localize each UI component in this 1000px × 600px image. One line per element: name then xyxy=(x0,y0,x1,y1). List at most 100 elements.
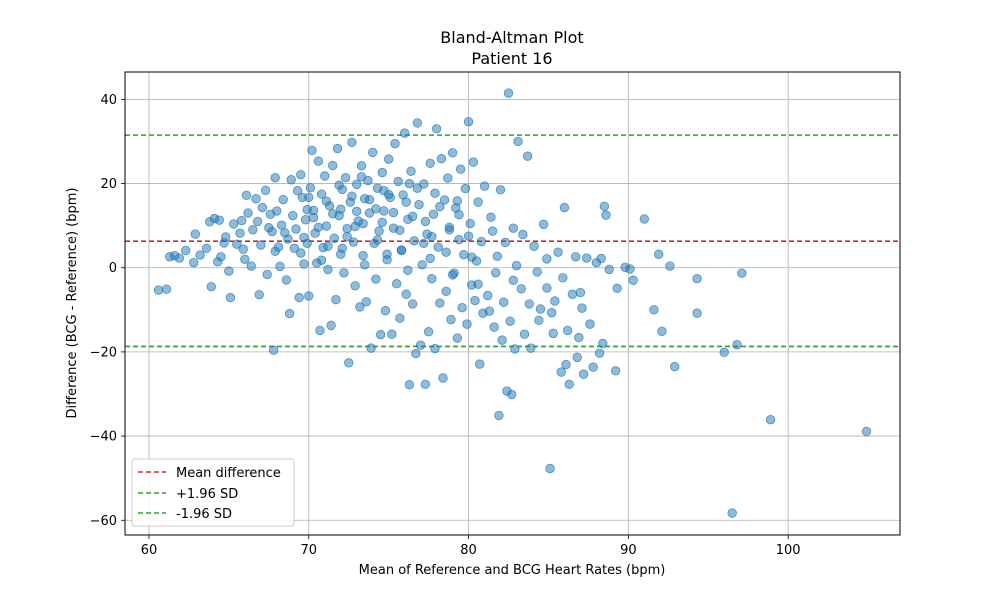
data-point xyxy=(395,313,405,323)
data-point xyxy=(352,206,362,217)
data-point xyxy=(564,379,574,390)
y-axis-label: Difference (BCG - Reference) (bpm) xyxy=(65,188,80,419)
y-tick-label: 40 xyxy=(100,93,117,108)
data-point xyxy=(483,290,493,301)
data-point xyxy=(344,358,354,368)
data-point xyxy=(612,283,622,294)
data-point xyxy=(435,298,445,308)
x-tick-label: 90 xyxy=(620,543,637,558)
data-point xyxy=(270,172,280,183)
data-point xyxy=(256,240,266,250)
data-point xyxy=(329,233,340,243)
data-point xyxy=(276,220,287,230)
data-point xyxy=(428,209,439,219)
data-point xyxy=(387,329,397,339)
data-point xyxy=(308,212,319,223)
data-point xyxy=(359,260,370,270)
data-point xyxy=(328,160,338,171)
data-point xyxy=(313,222,324,233)
data-point xyxy=(316,189,327,199)
data-point xyxy=(572,352,582,363)
data-point xyxy=(513,136,523,147)
data-point xyxy=(292,185,303,196)
data-point xyxy=(315,325,325,336)
data-point xyxy=(288,210,298,221)
data-point xyxy=(548,328,558,339)
data-point xyxy=(692,308,702,318)
data-point xyxy=(765,414,776,425)
data-point xyxy=(625,264,635,274)
data-point xyxy=(379,185,389,196)
data-point xyxy=(427,273,437,284)
data-point xyxy=(470,295,480,306)
data-point xyxy=(340,172,351,183)
legend-frame xyxy=(131,458,295,527)
data-point xyxy=(406,166,416,177)
data-point xyxy=(201,243,212,254)
data-point xyxy=(326,320,336,331)
data-point xyxy=(417,260,427,270)
data-point xyxy=(535,304,546,314)
data-point xyxy=(861,426,872,437)
data-point xyxy=(235,228,245,238)
data-point xyxy=(356,172,367,182)
data-point xyxy=(438,373,448,383)
data-point xyxy=(532,267,542,277)
data-point xyxy=(546,308,557,318)
data-point xyxy=(427,231,437,242)
data-point xyxy=(248,225,258,235)
legend-label-upper-limit: +1.96 SD xyxy=(176,487,238,502)
data-point xyxy=(225,292,236,303)
data-point xyxy=(302,204,312,215)
data-point xyxy=(425,158,435,169)
data-point xyxy=(430,188,440,198)
data-point xyxy=(433,242,443,252)
data-point xyxy=(284,308,295,319)
data-point xyxy=(457,303,467,313)
data-point xyxy=(577,303,587,313)
data-point xyxy=(441,286,451,296)
data-point xyxy=(399,128,410,138)
data-point xyxy=(486,212,496,222)
data-point xyxy=(328,209,338,219)
data-point xyxy=(391,279,402,289)
y-tick-label: 0 xyxy=(109,261,117,276)
data-point xyxy=(383,154,394,164)
data-point xyxy=(669,361,680,372)
data-point xyxy=(463,116,474,127)
data-point xyxy=(364,194,375,205)
data-point xyxy=(289,243,300,254)
data-point xyxy=(252,216,263,227)
data-point xyxy=(473,279,483,289)
data-point xyxy=(665,261,675,271)
data-point xyxy=(299,232,309,243)
data-point xyxy=(350,281,360,291)
data-point xyxy=(206,281,216,292)
data-point xyxy=(262,269,272,280)
data-point xyxy=(492,251,503,262)
data-point xyxy=(550,296,560,306)
data-point xyxy=(404,178,415,189)
data-point xyxy=(518,229,528,240)
data-point xyxy=(407,211,418,222)
data-point xyxy=(567,289,578,299)
data-point xyxy=(500,237,511,248)
data-point xyxy=(278,194,288,205)
data-point xyxy=(382,249,392,259)
data-point xyxy=(272,206,282,216)
data-point xyxy=(361,297,371,307)
data-point xyxy=(393,176,403,187)
data-point xyxy=(286,175,296,185)
data-point xyxy=(508,223,518,233)
data-point xyxy=(446,314,456,325)
data-point xyxy=(452,196,463,206)
data-point xyxy=(321,196,332,206)
data-point xyxy=(251,193,261,204)
legend: Mean difference +1.96 SD -1.96 SD xyxy=(131,458,295,527)
data-point xyxy=(334,180,344,190)
data-point xyxy=(435,201,445,212)
data-point xyxy=(732,340,742,350)
data-point xyxy=(270,246,280,257)
x-tick-label: 80 xyxy=(460,543,477,558)
data-point xyxy=(559,202,570,213)
